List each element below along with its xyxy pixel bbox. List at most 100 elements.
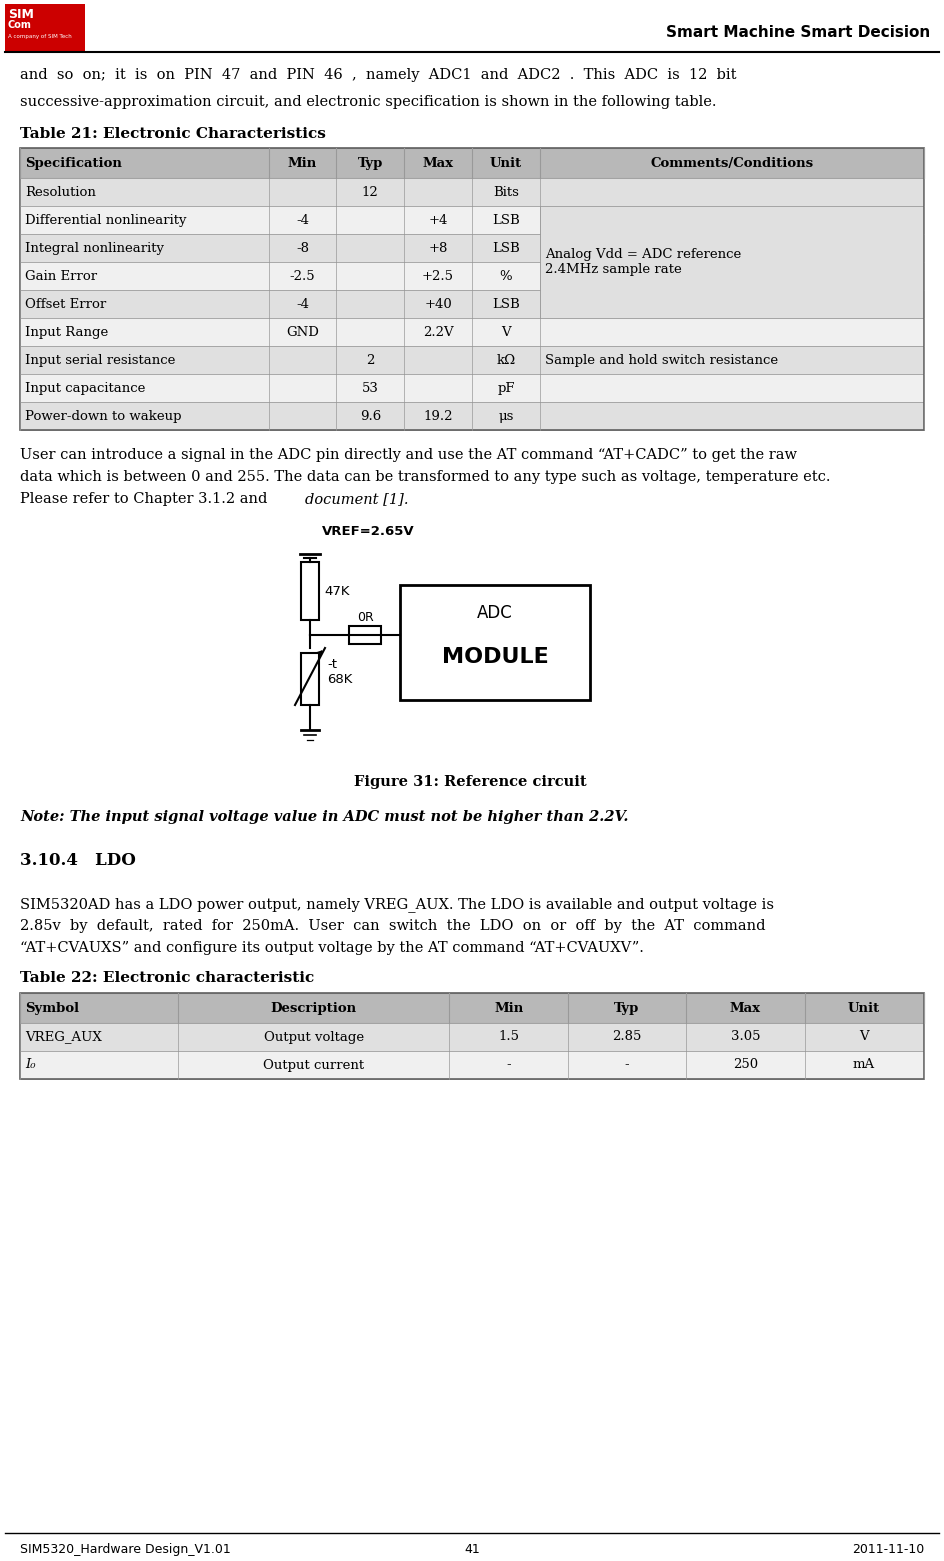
Text: Integral nonlinearity: Integral nonlinearity <box>25 242 164 254</box>
Text: 2.2V: 2.2V <box>423 326 453 339</box>
Text: 47K: 47K <box>324 584 349 598</box>
Text: 1.5: 1.5 <box>498 1030 519 1043</box>
Bar <box>301 562 319 620</box>
Bar <box>5 5 85 52</box>
Text: Sample and hold switch resistance: Sample and hold switch resistance <box>545 353 778 367</box>
Bar <box>20 178 924 206</box>
Bar <box>349 626 381 645</box>
Text: SIM5320_Hardware Design_V1.01: SIM5320_Hardware Design_V1.01 <box>20 1542 230 1556</box>
Bar <box>20 375 924 403</box>
Text: Figure 31: Reference circuit: Figure 31: Reference circuit <box>354 774 586 788</box>
Text: Unit: Unit <box>490 156 522 170</box>
Text: 53: 53 <box>362 381 379 395</box>
Bar <box>20 148 924 429</box>
Text: +4: +4 <box>429 214 447 226</box>
Text: Com: Com <box>8 20 32 30</box>
Text: Table 21: Electronic Characteristics: Table 21: Electronic Characteristics <box>20 126 326 140</box>
Text: Bits: Bits <box>493 186 519 198</box>
Text: A company of SIM Tech: A company of SIM Tech <box>8 34 72 39</box>
Text: 2: 2 <box>366 353 375 367</box>
Text: Resolution: Resolution <box>25 186 96 198</box>
Text: 250: 250 <box>733 1058 758 1071</box>
Bar <box>20 234 924 262</box>
Bar <box>20 262 924 290</box>
Text: 0R: 0R <box>357 610 374 624</box>
Text: “AT+CVAUXS” and configure its output voltage by the AT command “AT+CVAUXV”.: “AT+CVAUXS” and configure its output vol… <box>20 941 644 955</box>
Bar <box>540 206 924 318</box>
Text: -4: -4 <box>296 214 309 226</box>
Text: 41: 41 <box>464 1542 480 1556</box>
Text: Input capacitance: Input capacitance <box>25 381 145 395</box>
Text: 19.2: 19.2 <box>423 409 453 423</box>
Text: -: - <box>625 1058 630 1071</box>
Text: data which is between 0 and 255. The data can be transformed to any type such as: data which is between 0 and 255. The dat… <box>20 470 831 484</box>
Bar <box>20 290 924 318</box>
Text: Symbol: Symbol <box>25 1002 79 1015</box>
Text: Comments/Conditions: Comments/Conditions <box>650 156 814 170</box>
Text: -8: -8 <box>296 242 309 254</box>
Bar <box>400 585 590 699</box>
Text: μs: μs <box>498 409 514 423</box>
Text: Max: Max <box>730 1002 761 1015</box>
Text: Input serial resistance: Input serial resistance <box>25 353 176 367</box>
Bar <box>20 993 924 1079</box>
Text: LSB: LSB <box>492 242 520 254</box>
Text: -2.5: -2.5 <box>290 270 315 283</box>
Text: -4: -4 <box>296 298 309 311</box>
Text: +40: +40 <box>424 298 452 311</box>
Text: kΩ: kΩ <box>497 353 515 367</box>
Text: Input Range: Input Range <box>25 326 109 339</box>
Text: -t
68K: -t 68K <box>327 657 352 685</box>
Text: Max: Max <box>423 156 454 170</box>
Text: Min: Min <box>494 1002 523 1015</box>
Text: %: % <box>499 270 513 283</box>
Text: 2011-11-10: 2011-11-10 <box>851 1542 924 1556</box>
Text: -: - <box>506 1058 511 1071</box>
Text: Analog Vdd = ADC reference
2.4MHz sample rate: Analog Vdd = ADC reference 2.4MHz sample… <box>545 248 741 276</box>
Text: Typ: Typ <box>615 1002 640 1015</box>
Text: Please refer to Chapter 3.1.2 and: Please refer to Chapter 3.1.2 and <box>20 492 272 506</box>
Text: 3.10.4   LDO: 3.10.4 LDO <box>20 852 136 869</box>
Text: VREF=2.65V: VREF=2.65V <box>322 524 414 539</box>
Text: Typ: Typ <box>358 156 383 170</box>
Text: Table 22: Electronic characteristic: Table 22: Electronic characteristic <box>20 971 314 985</box>
Text: +8: +8 <box>429 242 447 254</box>
Text: LSB: LSB <box>492 298 520 311</box>
Text: V: V <box>859 1030 868 1043</box>
Text: SIM5320AD has a LDO power output, namely VREG_AUX. The LDO is available and outp: SIM5320AD has a LDO power output, namely… <box>20 898 774 912</box>
Text: MODULE: MODULE <box>442 646 548 667</box>
Text: mA: mA <box>852 1058 875 1071</box>
Text: Offset Error: Offset Error <box>25 298 107 311</box>
Bar <box>20 206 924 234</box>
Text: Specification: Specification <box>25 156 122 170</box>
Bar <box>20 318 924 347</box>
Text: document [1].: document [1]. <box>305 492 409 506</box>
Text: 9.6: 9.6 <box>360 409 381 423</box>
Text: pF: pF <box>497 381 514 395</box>
Text: Output current: Output current <box>263 1058 364 1071</box>
Text: Min: Min <box>288 156 317 170</box>
Bar <box>20 403 924 429</box>
Text: SIM: SIM <box>8 8 34 20</box>
Text: 2.85: 2.85 <box>613 1030 642 1043</box>
Text: Power-down to wakeup: Power-down to wakeup <box>25 409 181 423</box>
Text: +2.5: +2.5 <box>422 270 454 283</box>
Text: Description: Description <box>271 1002 357 1015</box>
Text: LSB: LSB <box>492 214 520 226</box>
Bar <box>301 652 319 706</box>
Text: Output voltage: Output voltage <box>263 1030 363 1043</box>
Bar <box>20 148 924 178</box>
Bar <box>20 347 924 375</box>
Text: 2.85v  by  default,  rated  for  250mA.  User  can  switch  the  LDO  on  or  of: 2.85v by default, rated for 250mA. User … <box>20 919 766 933</box>
Bar <box>20 1022 924 1051</box>
Text: 12: 12 <box>362 186 379 198</box>
Text: I₀: I₀ <box>25 1058 36 1071</box>
Text: ADC: ADC <box>477 604 513 621</box>
Text: and  so  on;  it  is  on  PIN  47  and  PIN  46  ,  namely  ADC1  and  ADC2  .  : and so on; it is on PIN 47 and PIN 46 , … <box>20 69 736 83</box>
Text: VREG_AUX: VREG_AUX <box>25 1030 102 1043</box>
Text: Unit: Unit <box>848 1002 880 1015</box>
Text: Gain Error: Gain Error <box>25 270 97 283</box>
Text: Note: The input signal voltage value in ADC must not be higher than 2.2V.: Note: The input signal voltage value in … <box>20 810 629 824</box>
Text: V: V <box>501 326 511 339</box>
Text: GND: GND <box>286 326 319 339</box>
